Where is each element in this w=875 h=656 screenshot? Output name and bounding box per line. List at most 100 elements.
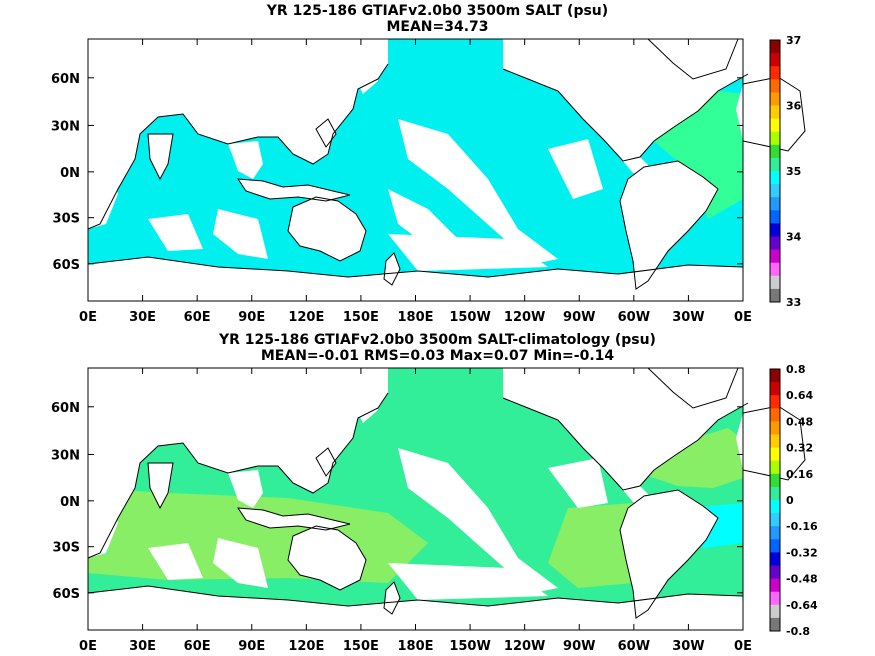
map1-lon-label: 0E (79, 310, 97, 325)
map2-colorbar-label: 0.32 (786, 442, 813, 455)
map1-colorbar-swatch (770, 171, 780, 185)
map1-lon-label: 90W (563, 310, 595, 325)
map1-lon-label: 60E (184, 310, 211, 325)
map1-lon-label: 180E (397, 310, 433, 325)
map2-lon-label: 150E (343, 639, 379, 654)
map2-panel (87, 367, 806, 631)
map2-colorbar-swatch (770, 591, 780, 606)
map2-colorbar-label: 0.48 (786, 415, 813, 428)
map2-lon-label: 120E (288, 639, 324, 654)
map2-lon-label: 90E (238, 639, 265, 654)
map2-lat-label: 60S (53, 587, 80, 602)
map2-title: YR 125-186 GTIAFv2.0b0 3500m SALT-climat… (0, 332, 875, 364)
map2-colorbar-swatch (770, 421, 780, 435)
map1-lat-label: 60N (51, 72, 80, 87)
map1-colorbar-swatch (770, 262, 780, 277)
map1-colorbar-label: 35 (786, 165, 801, 178)
map2-lat-labels: 60N 30N 0N 30S 60S (51, 401, 80, 602)
map1-lat-label: 0N (60, 166, 80, 181)
map1-colorbar-label: 37 (786, 34, 801, 47)
map2-colorbar-label: -0.48 (786, 573, 818, 586)
map2-lon-label: 60W (618, 639, 650, 654)
map2-colorbar-swatch (770, 500, 780, 514)
map1-title: YR 125-186 GTIAFv2.0b0 3500m SALT (psu) … (0, 3, 875, 35)
map2-colorbar-swatch (770, 526, 780, 540)
map1-colorbar-swatch (770, 197, 780, 211)
map2-lon-label: 90W (563, 639, 595, 654)
map1-lon-label: 150E (343, 310, 379, 325)
map2-colorbar-swatch (770, 578, 780, 593)
map2-south-pacific-patch (548, 503, 633, 588)
map1-lat-label: 30N (51, 119, 80, 134)
map2-lon-label: 30W (672, 639, 704, 654)
map1-colorbar-swatch (770, 53, 780, 67)
map1-colorbar-swatch (770, 275, 780, 290)
map1-lon-label: 120E (288, 310, 324, 325)
map1-colorbar-swatch (770, 105, 780, 120)
map2-colorbar-swatch (770, 617, 780, 632)
map1-colorbar-swatch (770, 144, 780, 159)
map2-colorbar-swatch (770, 434, 780, 449)
map2-lat-label: 30S (53, 541, 80, 556)
map2-colorbar-swatch (770, 565, 780, 580)
map1-lon-label: 60W (618, 310, 650, 325)
map1-lat-label: 30S (53, 212, 80, 227)
map1-colorbar-label: 36 (786, 100, 802, 113)
map2-colorbar-label: -0.64 (786, 599, 818, 612)
map2-colorbar-swatch (770, 382, 780, 396)
map2-lon-labels: 0E 30E 60E 90E 120E 150E 180E 150W 120W 90W 60W 30W… (79, 639, 752, 654)
map1-lon-label: 30W (672, 310, 704, 325)
map1-title-line1: YR 125-186 GTIAFv2.0b0 3500m SALT (psu) (266, 3, 609, 19)
map2-lon-label: 0E (734, 639, 752, 654)
map2-title-line2: MEAN=-0.01 RMS=0.03 Max=0.07 Min=-0.14 (260, 348, 615, 364)
map2-colorbar-swatch (770, 447, 780, 462)
map2-ticks (87, 368, 744, 630)
map1-panel (87, 38, 806, 302)
map2-colorbar: 0.8 0.64 0.48 0.32 0.16 0 -0.16 -0.32 -0.48 -0.64… (769, 363, 818, 638)
map1-colorbar-swatch (770, 249, 780, 264)
map1-lon-label: 0E (734, 310, 752, 325)
map1-lon-labels: 0E 30E 60E 90E 120E 150E 180E 150W 120W 90W 60W 30W… (79, 310, 752, 325)
map1-colorbar-swatch (770, 223, 780, 237)
map2-colorbar-swatch (770, 408, 780, 422)
map1-colorbar-swatch (770, 92, 780, 106)
map2-colorbar-label: 0.64 (786, 389, 813, 402)
map2-colorbar-swatch (770, 369, 780, 383)
map1-colorbar-swatch (770, 40, 780, 54)
map1-colorbar-swatch (770, 118, 780, 133)
map2-colorbar-label: 0.16 (786, 468, 813, 481)
map1-colorbar-swatch (770, 184, 780, 198)
map2-colorbar-swatch (770, 395, 780, 409)
map2-colorbar-swatch (770, 552, 780, 566)
map2-title-line1: YR 125-186 GTIAFv2.0b0 3500m SALT-climat… (219, 332, 656, 348)
map2-colorbar-label: 0 (786, 494, 794, 507)
map1-colorbar-swatch (770, 157, 780, 172)
map2-colorbar-swatch (770, 604, 780, 619)
map2-lon-label: 60E (184, 639, 211, 654)
map1-colorbar: 37 36 35 34 33 (769, 34, 802, 309)
map2-lat-label: 0N (60, 495, 80, 510)
map2-colorbar-label: 0.8 (786, 363, 806, 376)
map1-title-line2: MEAN=34.73 (386, 19, 489, 35)
map1-lon-label: 30E (129, 310, 156, 325)
map1-lat-labels: 60N 30N 0N 30S 60S (51, 72, 80, 273)
map1-colorbar-label: 34 (786, 231, 802, 244)
map2-lon-label: 0E (79, 639, 97, 654)
map1-colorbar-label: 33 (786, 296, 801, 309)
map1-colorbar-swatch (770, 210, 780, 224)
map2-colorbar-label: -0.8 (786, 625, 810, 638)
map2-lon-label: 120W (504, 639, 545, 654)
map1-colorbar-swatch (770, 236, 780, 251)
map2-lon-label: 150W (449, 639, 490, 654)
map1-colorbar-swatch (770, 131, 780, 146)
map2-colorbar-label: -0.32 (786, 546, 818, 559)
map1-lon-label: 120W (504, 310, 545, 325)
map2-gaps (148, 448, 608, 600)
map2-colorbar-swatch (770, 473, 780, 488)
map2-colorbar-swatch (770, 513, 780, 527)
map2-colorbar-frame (769, 368, 781, 632)
map1-lon-label: 90E (238, 310, 265, 325)
map1-lon-label: 150W (449, 310, 490, 325)
map1-colorbar-swatch (770, 288, 780, 303)
